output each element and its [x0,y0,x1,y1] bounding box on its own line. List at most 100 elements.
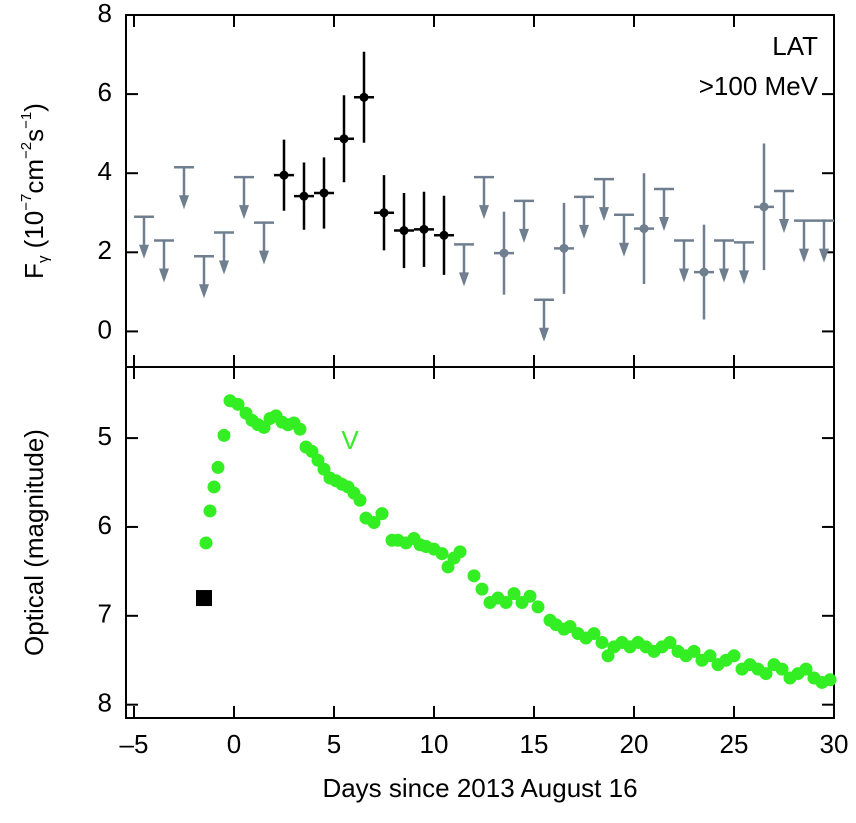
x-tick-label: 0 [227,729,241,759]
x-axis-label: Days since 2013 August 16 [322,773,637,803]
upper-limit-arrow [539,327,549,342]
x-tick-label: 30 [820,729,849,759]
data-point [507,587,521,601]
data-point [435,547,449,561]
x-tick-label: –5 [120,729,149,759]
upper-limit-arrow [739,270,749,285]
y-tick-label: 5 [98,421,112,451]
upper-limit-arrow [819,248,829,263]
data-point [217,428,231,442]
y-axis-label-part: F [19,263,49,279]
upper-limit-arrow [219,260,229,275]
y-axis-label: Fγ (10−7cm−2s−1) [18,103,52,279]
data-point [231,397,245,411]
upper-limit-arrow [139,244,149,259]
y-tick-label: 8 [98,0,112,28]
data-point [587,627,601,641]
annotation: >100 MeV [699,71,819,101]
y-axis-label-part: −2 [18,142,35,159]
data-point [595,635,609,649]
upper-limit-arrow [779,219,789,233]
x-tick-label: 20 [620,729,649,759]
y-axis-label-part: s [19,129,49,142]
y-axis-label-part: ) [19,103,49,112]
upper-limit-arrow [479,205,489,220]
data-point [339,134,349,144]
data-point [453,545,467,559]
data-point [759,667,773,681]
y-axis-label-part: cm [19,159,49,194]
data-point [199,536,213,550]
y-axis-label-part: −1 [18,112,35,129]
data-point [499,595,513,609]
data-point [353,493,367,507]
upper-limit-arrow [719,268,729,283]
data-point [531,600,545,614]
data-point [499,248,509,258]
data-point [319,188,329,198]
upper-limit-arrow [259,250,269,265]
y-axis-label-part: −7 [18,194,35,211]
y-tick-label: 7 [98,599,112,629]
y-tick-label: 0 [98,314,112,344]
data-point [559,243,569,253]
data-point [727,649,741,663]
data-point [523,589,537,603]
data-point [399,226,409,236]
data-point [379,208,389,218]
data-point [799,662,813,676]
upper-limit-arrow [239,205,249,220]
data-point [293,422,307,436]
upper-limit-arrow [799,248,809,263]
data-point [299,191,309,201]
y-tick-label: 2 [98,235,112,265]
upper-limit-arrow [199,284,209,299]
x-tick-label: 10 [420,729,449,759]
data-point [775,662,789,676]
data-point [359,92,369,102]
data-point [687,644,701,658]
plot-frame [125,366,835,719]
data-point [759,202,769,212]
data-point [475,582,489,596]
y-tick-label: 6 [98,510,112,540]
x-tick-label: 25 [720,729,749,759]
upper-limit-arrow [159,268,169,283]
upper-limit-arrow [579,224,589,239]
annotation: LAT [772,31,818,61]
y-tick-label: 8 [98,688,112,718]
y-axis-label-part: γ [35,255,52,263]
data-point [211,460,225,474]
data-point [196,590,212,607]
y-axis-label-part: (10 [19,211,49,256]
data-point [375,507,389,521]
data-point [663,635,677,649]
upper-limit-arrow [179,195,189,210]
upper-limit-arrow [599,207,609,222]
upper-limit-arrow [659,217,669,232]
data-point [367,516,381,530]
data-point [279,170,289,180]
y-tick-label: 4 [98,156,112,186]
x-tick-label: 5 [327,729,341,759]
y-tick-label: 6 [98,77,112,107]
data-point [823,673,837,687]
upper-limit-arrow [459,272,469,287]
data-point [203,504,217,518]
data-point [699,267,709,277]
upper-limit-arrow [619,242,629,257]
data-point [639,224,649,234]
data-point [419,224,429,234]
y-axis-label: Optical (magnitude) [19,429,49,656]
plot-frame [125,14,835,368]
x-tick-label: 15 [520,729,549,759]
data-point [207,480,221,494]
annotation: V [341,425,359,455]
data-point [703,649,717,663]
upper-limit-arrow [679,268,689,283]
upper-limit-arrow [519,228,529,243]
data-point [439,230,449,240]
data-point [467,569,481,583]
